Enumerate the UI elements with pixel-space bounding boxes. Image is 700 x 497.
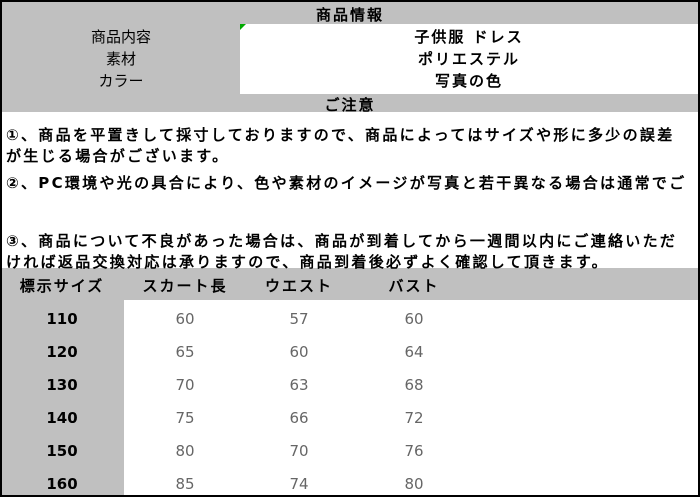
table-cell: 72 <box>404 409 424 427</box>
notes-title: ご注意 <box>324 96 376 114</box>
table-cell: 65 <box>175 343 195 361</box>
table-cell: 110 <box>46 310 78 328</box>
info-value: 子供服 ドレス <box>414 28 524 46</box>
table-cell: 85 <box>175 475 195 493</box>
note-line: ③、商品について不良があった場合は、商品が到着してから一週間以内にご連絡いただ <box>6 232 678 250</box>
table-cell: 57 <box>289 310 309 328</box>
table-cell: 60 <box>289 343 309 361</box>
info-label: カラー <box>98 72 144 90</box>
table-cell: 160 <box>46 475 78 493</box>
table-cell: 130 <box>46 376 78 394</box>
table-cell: 68 <box>404 376 424 394</box>
note-line: ければ返品交換対応は承りますので、商品到着後必ずよく確認して頂きます。 <box>6 253 609 271</box>
table-cell: 70 <box>289 442 309 460</box>
table-cell: 150 <box>46 442 78 460</box>
column-header: バスト <box>388 277 440 295</box>
note-line: ②、PC環境や光の具合により、色や素材のイメージが写真と若干異なる場合は通常でご <box>6 174 687 192</box>
table-cell: 60 <box>404 310 424 328</box>
table-cell: 120 <box>46 343 78 361</box>
table-cell: 75 <box>175 409 195 427</box>
info-label: 素材 <box>105 50 136 68</box>
table-cell: 66 <box>289 409 309 427</box>
table-cell: 70 <box>175 376 195 394</box>
table-cell: 63 <box>289 376 309 394</box>
info-value: ポリエステル <box>417 50 520 68</box>
info-value: 写真の色 <box>434 72 503 90</box>
column-header: スカート長 <box>142 277 228 295</box>
table-cell: 74 <box>289 475 309 493</box>
note-line: ①、商品を平置きして採寸しておりますので、商品によってはサイズや形に多少の誤差 <box>6 126 675 144</box>
note-line: が生じる場合がございます。 <box>6 147 230 165</box>
table-cell: 64 <box>404 343 424 361</box>
cell-marker <box>240 24 246 30</box>
table-cell: 60 <box>175 310 195 328</box>
table-cell: 80 <box>404 475 424 493</box>
info-label: 商品内容 <box>90 28 151 46</box>
column-header: 標示サイズ <box>19 277 105 295</box>
section-title: 商品情報 <box>315 6 384 24</box>
size-table-body <box>124 300 698 495</box>
table-cell: 76 <box>404 442 424 460</box>
notes-box <box>2 112 698 268</box>
table-cell: 80 <box>175 442 195 460</box>
info-box <box>240 24 698 94</box>
table-cell: 140 <box>46 409 78 427</box>
column-header: ウエスト <box>264 277 333 295</box>
